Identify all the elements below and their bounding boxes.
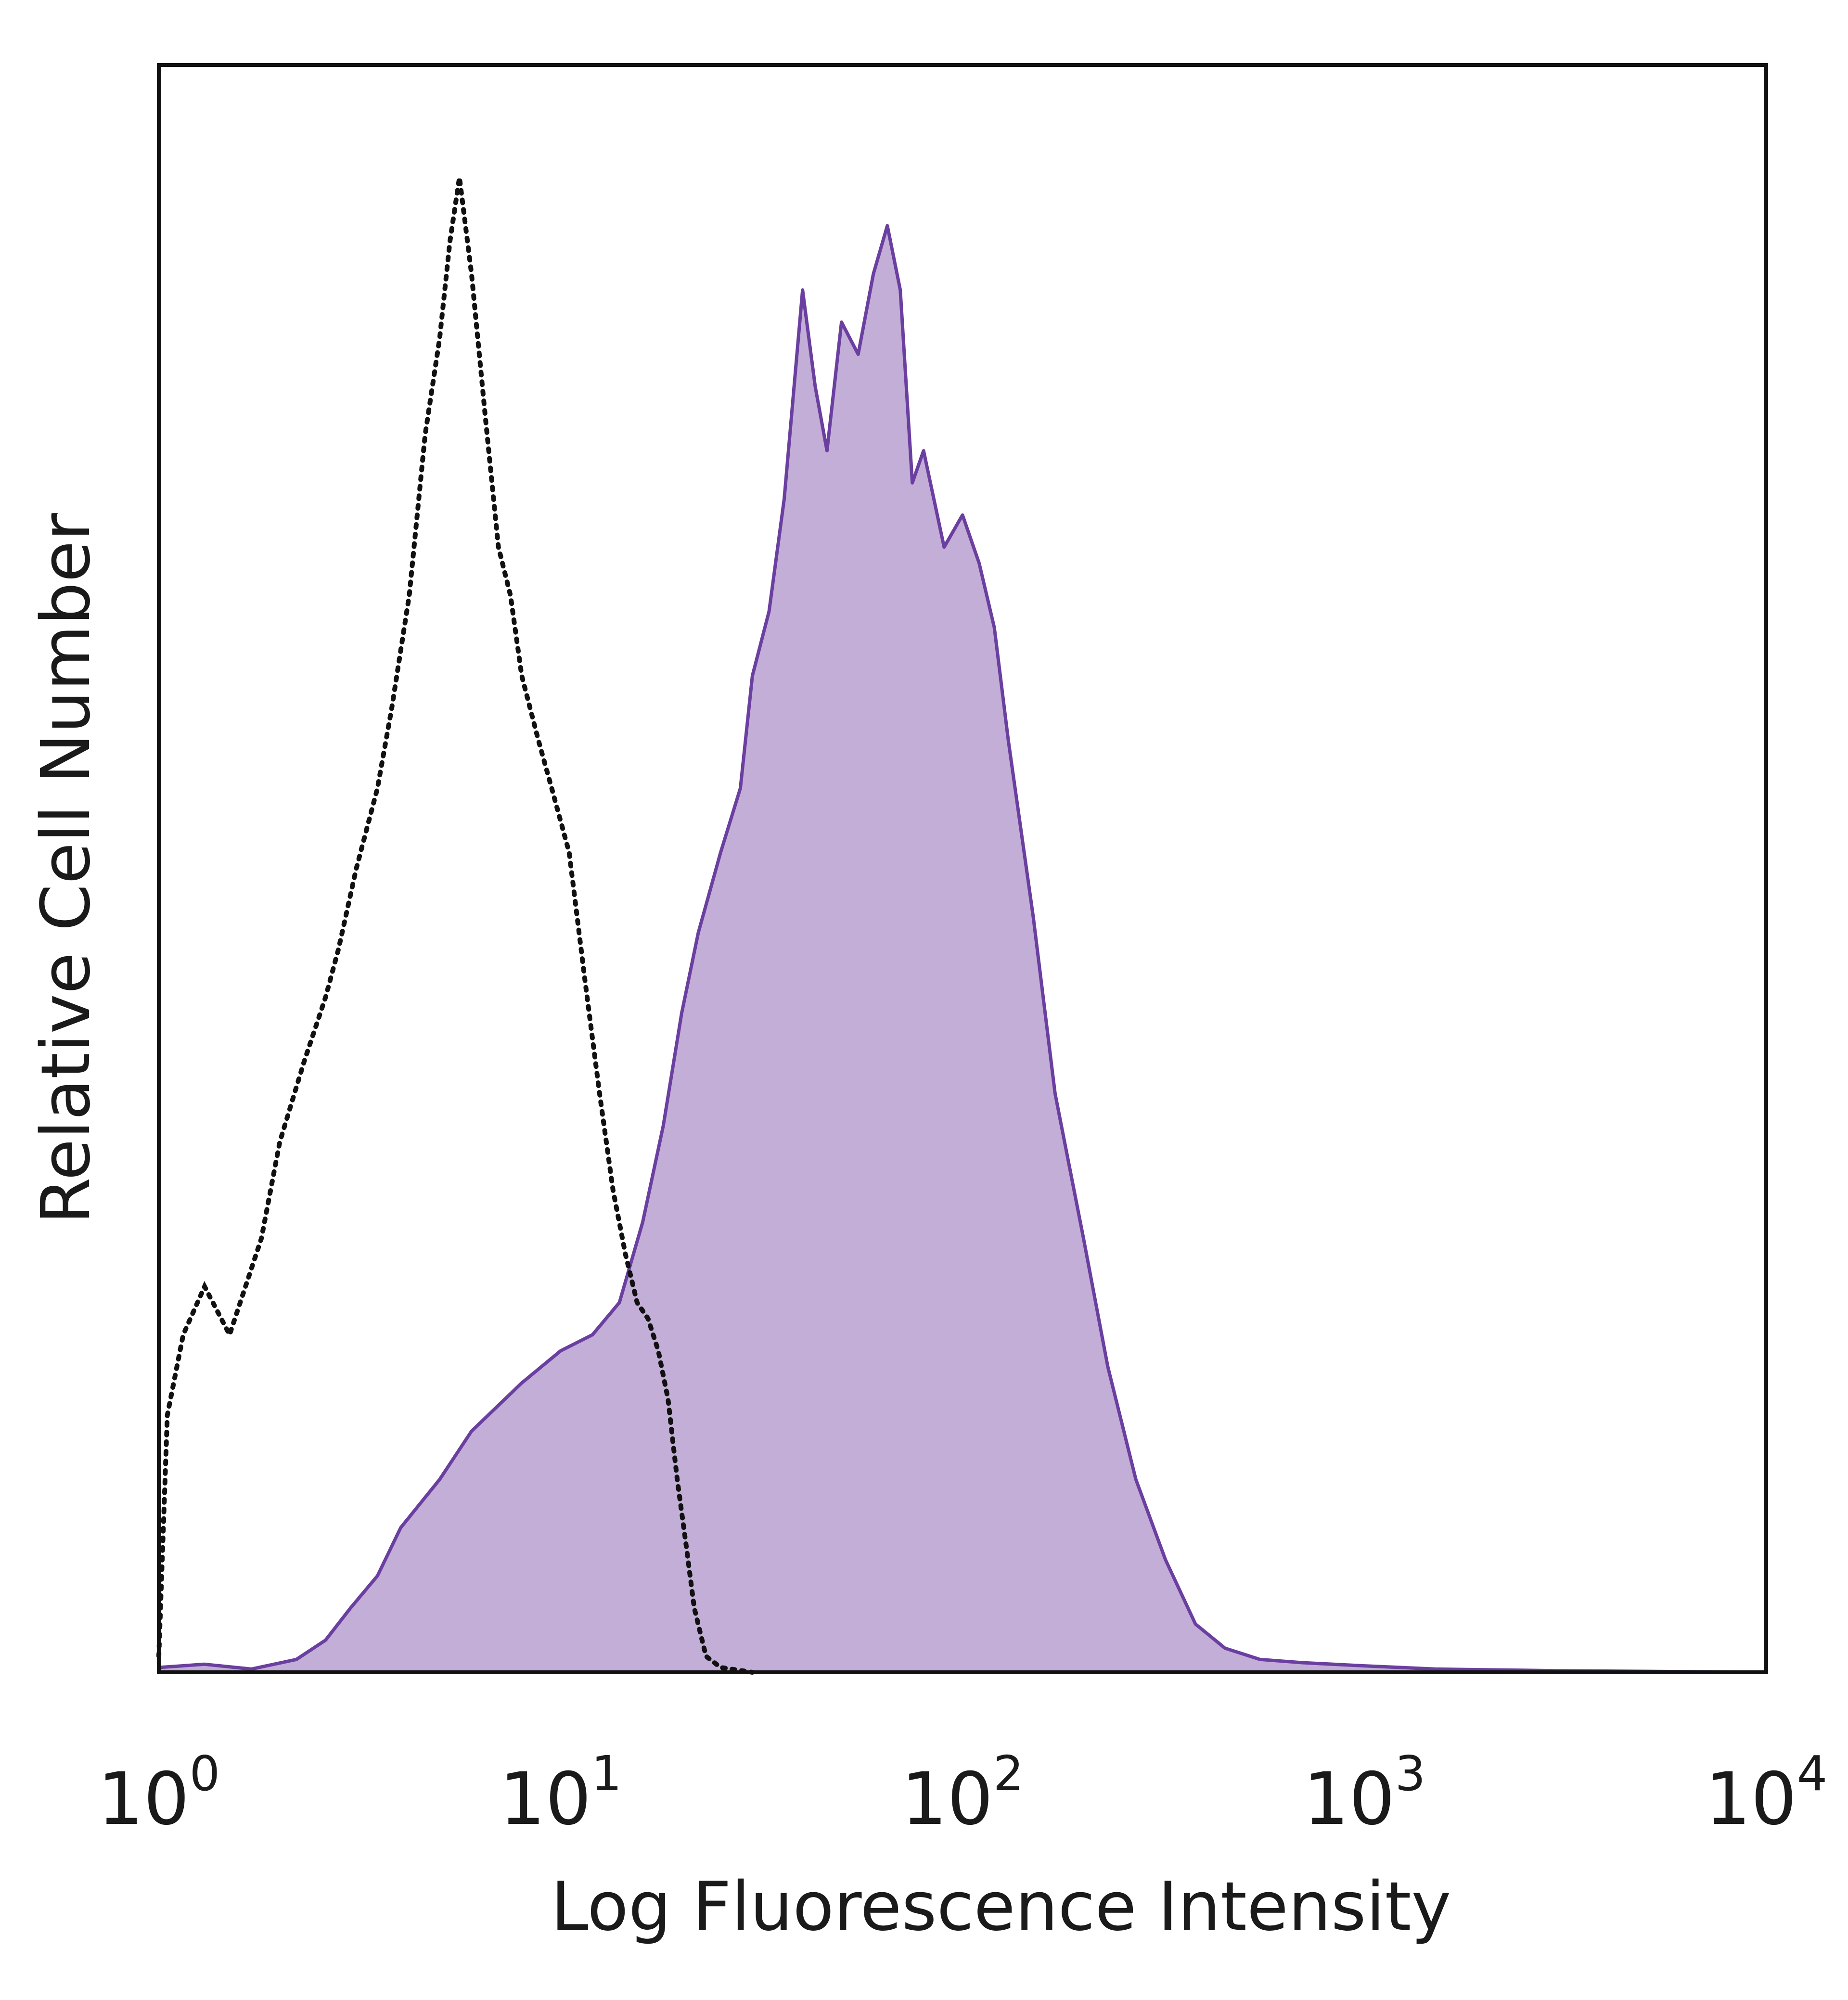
plot-frame — [157, 63, 1768, 1674]
plot-area — [156, 177, 1767, 1675]
x-tick-label-3: 103 — [1303, 1745, 1426, 1841]
x-tick-label-1: 101 — [500, 1745, 622, 1841]
x-tick-label-0: 100 — [98, 1745, 220, 1841]
x-tick-label-2: 102 — [901, 1745, 1024, 1841]
x-axis-ticks: 100 101 102 103 104 — [98, 1745, 1828, 1841]
series-1-line — [156, 177, 755, 1675]
x-tick-label-4: 104 — [1705, 1745, 1828, 1841]
series-0-line — [158, 224, 1767, 1674]
y-axis-title: Relative Cell Number — [27, 513, 105, 1224]
x-axis-title: Log Fluorescence Intensity — [551, 1868, 1451, 1946]
series-0-area — [159, 226, 1766, 1672]
